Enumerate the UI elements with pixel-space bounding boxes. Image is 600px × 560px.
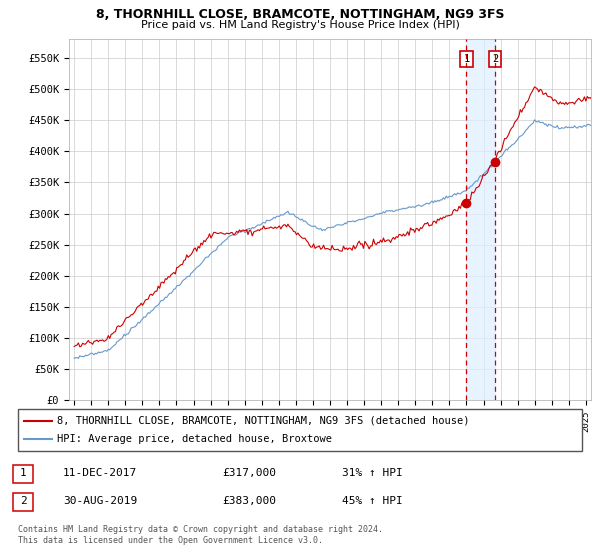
Text: Contains HM Land Registry data © Crown copyright and database right 2024.
This d: Contains HM Land Registry data © Crown c… [18,525,383,545]
Text: 31% ↑ HPI: 31% ↑ HPI [342,468,403,478]
Text: 11-DEC-2017: 11-DEC-2017 [63,468,137,478]
Text: 45% ↑ HPI: 45% ↑ HPI [342,496,403,506]
Text: £383,000: £383,000 [222,496,276,506]
Bar [466,39,495,400]
Text: 2: 2 [492,54,498,64]
Text: Price paid vs. HM Land Registry's House Price Index (HPI): Price paid vs. HM Land Registry's House … [140,20,460,30]
FancyBboxPatch shape [18,409,582,451]
Text: 1: 1 [20,468,27,478]
Text: 30-AUG-2019: 30-AUG-2019 [63,496,137,506]
Text: 8, THORNHILL CLOSE, BRAMCOTE, NOTTINGHAM, NG9 3FS (detached house): 8, THORNHILL CLOSE, BRAMCOTE, NOTTINGHAM… [58,416,470,426]
Text: HPI: Average price, detached house, Broxtowe: HPI: Average price, detached house, Brox… [58,434,332,444]
Text: £317,000: £317,000 [222,468,276,478]
Text: 2: 2 [20,496,27,506]
Text: 8, THORNHILL CLOSE, BRAMCOTE, NOTTINGHAM, NG9 3FS: 8, THORNHILL CLOSE, BRAMCOTE, NOTTINGHAM… [96,8,504,21]
Text: 1: 1 [463,54,470,64]
